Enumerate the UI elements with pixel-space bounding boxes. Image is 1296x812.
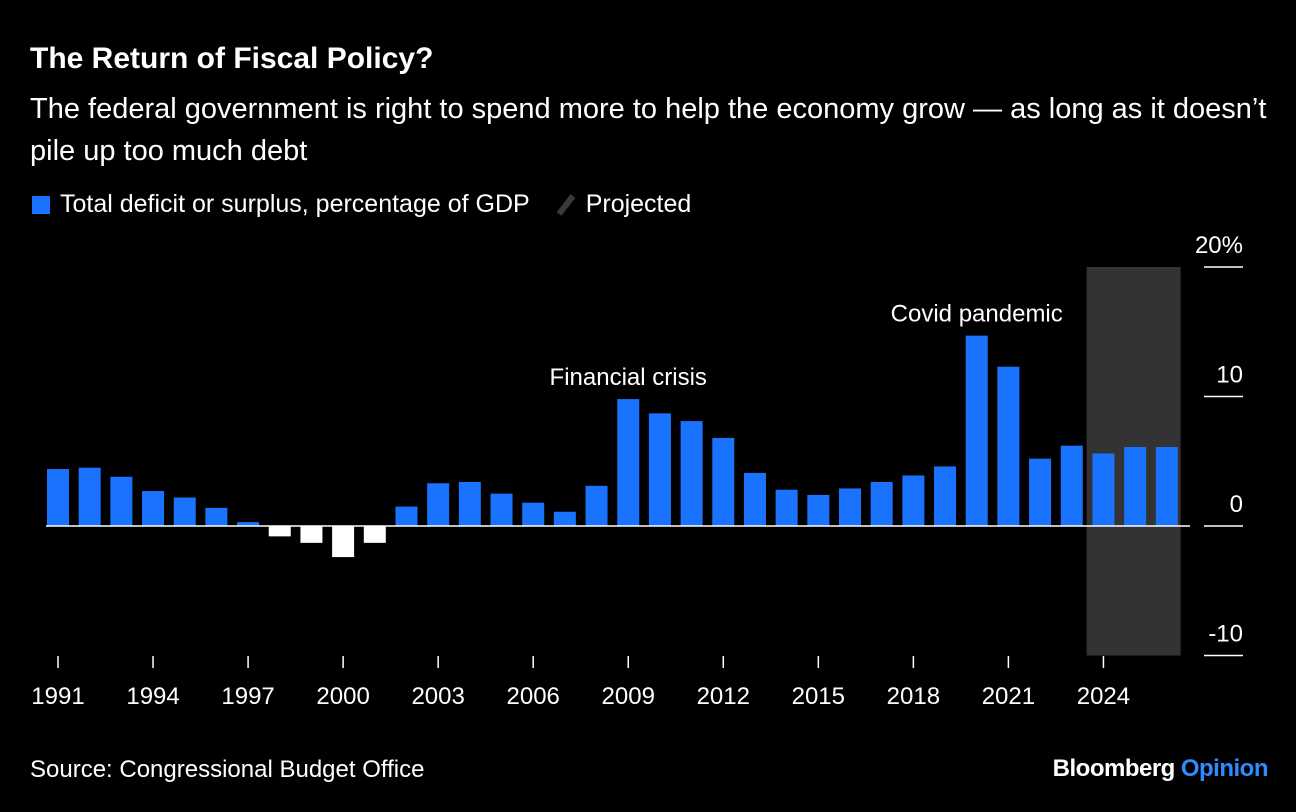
x-tick-label-2021: 2021	[982, 683, 1035, 710]
x-tick-label-1994: 1994	[126, 683, 179, 710]
bar-2007	[553, 511, 576, 526]
x-tick-label-2006: 2006	[507, 683, 560, 710]
chart-title: The Return of Fiscal Policy?	[30, 42, 434, 75]
bar-2009	[617, 399, 640, 526]
bar-2019	[934, 466, 957, 526]
x-tick-label-2009: 2009	[602, 683, 655, 710]
bar-2010	[648, 413, 671, 526]
bar-2013	[743, 472, 766, 526]
bar-1999	[300, 526, 323, 543]
brand-secondary: Opinion	[1180, 755, 1269, 782]
legend-projected-label: Projected	[585, 190, 692, 218]
bar-2024	[1092, 453, 1115, 526]
bar-2006	[522, 502, 545, 526]
bar-2008	[585, 485, 608, 526]
bar-2014	[775, 489, 798, 526]
legend-series-swatch	[32, 195, 50, 214]
bar-2011	[680, 421, 703, 526]
bar-2016	[839, 488, 861, 526]
bar-1996	[205, 507, 228, 526]
bar-2023	[1060, 445, 1083, 526]
bar-2001	[363, 526, 386, 543]
x-tick-label-2012: 2012	[697, 683, 750, 710]
x-tick-label-2024: 2024	[1077, 683, 1130, 710]
bar-2002	[395, 506, 418, 526]
brand-logo: Bloomberg Opinion	[1052, 755, 1269, 783]
y-tick-label-0: 0	[1230, 491, 1243, 518]
bar-2017	[870, 481, 893, 526]
source-note: Source: Congressional Budget Office	[30, 756, 425, 783]
bar-1993	[110, 476, 133, 526]
bar-2003	[427, 483, 450, 526]
chart-subtitle: The federal government is right to spend…	[30, 93, 1267, 167]
bar-1994	[142, 491, 165, 526]
bar-2015	[807, 494, 830, 526]
bar-2020	[965, 335, 988, 526]
legend-projected-swatch	[556, 193, 576, 216]
bar-2012	[712, 437, 735, 526]
annotation-covid-pandemic: Covid pandemic	[891, 301, 1063, 328]
bar-1998	[268, 526, 291, 537]
legend-series-label: Total deficit or surplus, percentage of …	[60, 190, 530, 218]
x-tick-label-1997: 1997	[221, 683, 274, 710]
x-tick-label-1991: 1991	[31, 683, 84, 710]
y-tick-label-10: 10	[1216, 362, 1243, 389]
bar-1995	[173, 497, 196, 526]
bar-2005	[490, 493, 513, 526]
x-tick-label-2015: 2015	[792, 683, 845, 710]
bar-1997	[237, 522, 260, 526]
bar-2018	[902, 475, 925, 526]
x-tick-label-2003: 2003	[411, 683, 464, 710]
annotation-financial-crisis: Financial crisis	[550, 364, 707, 391]
x-tick-label-2018: 2018	[887, 683, 940, 710]
bar-2026	[1155, 447, 1178, 526]
legend: Total deficit or surplus, percentage of …	[32, 190, 691, 219]
brand-primary: Bloomberg	[1052, 755, 1176, 782]
y-tick-label--10: -10	[1208, 621, 1243, 648]
bar-1992	[78, 467, 101, 526]
bar-2022	[1029, 458, 1052, 526]
y-tick-label-20: 20%	[1195, 232, 1243, 259]
bar-2021	[997, 366, 1020, 526]
bar-2025	[1124, 447, 1147, 526]
bar-2000	[332, 526, 355, 558]
bar-2004	[458, 481, 481, 526]
bar-1991	[47, 469, 69, 526]
x-tick-label-2000: 2000	[316, 683, 369, 710]
